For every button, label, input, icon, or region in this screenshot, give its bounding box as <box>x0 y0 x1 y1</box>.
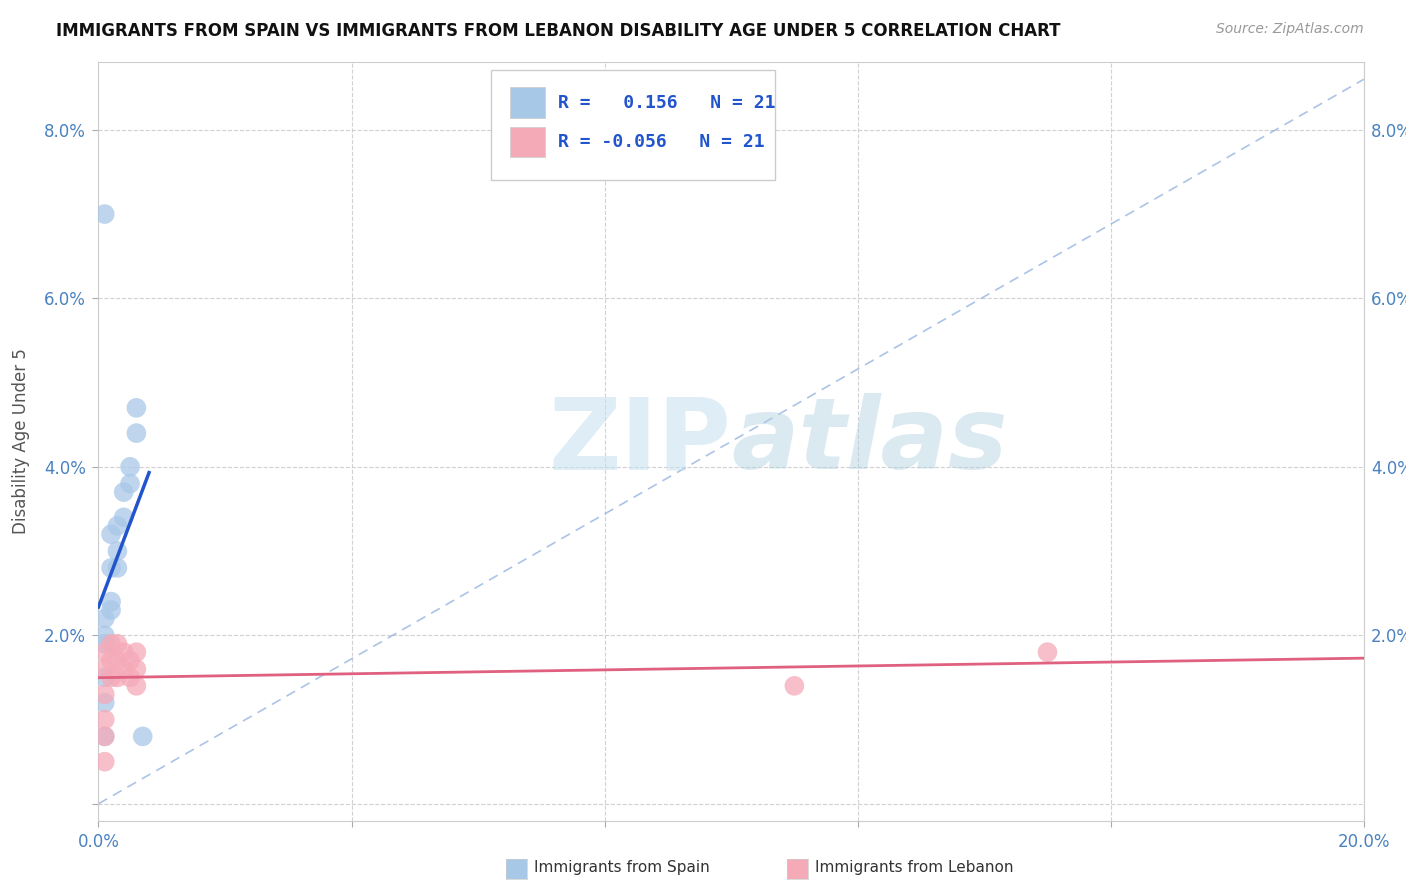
Point <box>107 561 129 575</box>
Point <box>125 401 148 415</box>
Point <box>93 611 117 625</box>
Text: R = -0.056   N = 21: R = -0.056 N = 21 <box>558 133 765 151</box>
Point <box>120 459 141 474</box>
Point <box>100 670 122 684</box>
Point <box>93 207 117 221</box>
Point <box>132 730 155 744</box>
Point <box>100 561 122 575</box>
Point <box>112 510 135 524</box>
Point <box>93 670 117 684</box>
Point <box>125 426 148 441</box>
Point <box>107 544 129 558</box>
Text: R =   0.156   N = 21: R = 0.156 N = 21 <box>558 94 775 112</box>
Point <box>93 755 117 769</box>
Point <box>100 603 122 617</box>
Text: IMMIGRANTS FROM SPAIN VS IMMIGRANTS FROM LEBANON DISABILITY AGE UNDER 5 CORRELAT: IMMIGRANTS FROM SPAIN VS IMMIGRANTS FROM… <box>56 22 1060 40</box>
Point <box>125 645 148 659</box>
Point <box>120 654 141 668</box>
Text: Source: ZipAtlas.com: Source: ZipAtlas.com <box>1216 22 1364 37</box>
Point <box>93 628 117 642</box>
Point <box>93 696 117 710</box>
Point <box>107 670 129 684</box>
Bar <box>510 127 546 157</box>
Point <box>100 527 122 541</box>
Text: Immigrants from Lebanon: Immigrants from Lebanon <box>815 861 1014 875</box>
Point <box>120 476 141 491</box>
Point <box>93 637 117 651</box>
Text: Immigrants from Spain: Immigrants from Spain <box>534 861 710 875</box>
Point <box>783 679 806 693</box>
Point <box>120 670 141 684</box>
FancyBboxPatch shape <box>491 70 776 180</box>
Point <box>100 654 122 668</box>
Point <box>93 645 117 659</box>
Y-axis label: Disability Age Under 5: Disability Age Under 5 <box>13 349 30 534</box>
Point <box>125 679 148 693</box>
Point <box>107 654 129 668</box>
Point <box>125 662 148 676</box>
Point <box>93 730 117 744</box>
Point <box>93 713 117 727</box>
Point <box>112 485 135 500</box>
Text: ZIP: ZIP <box>548 393 731 490</box>
Bar <box>510 87 546 118</box>
Point <box>93 662 117 676</box>
Point <box>93 687 117 701</box>
Point <box>93 730 117 744</box>
Point <box>107 518 129 533</box>
Point <box>100 637 122 651</box>
Point <box>1036 645 1059 659</box>
Point <box>112 662 135 676</box>
Point <box>107 637 129 651</box>
Point <box>112 645 135 659</box>
Text: atlas: atlas <box>731 393 1008 490</box>
Point <box>100 594 122 608</box>
